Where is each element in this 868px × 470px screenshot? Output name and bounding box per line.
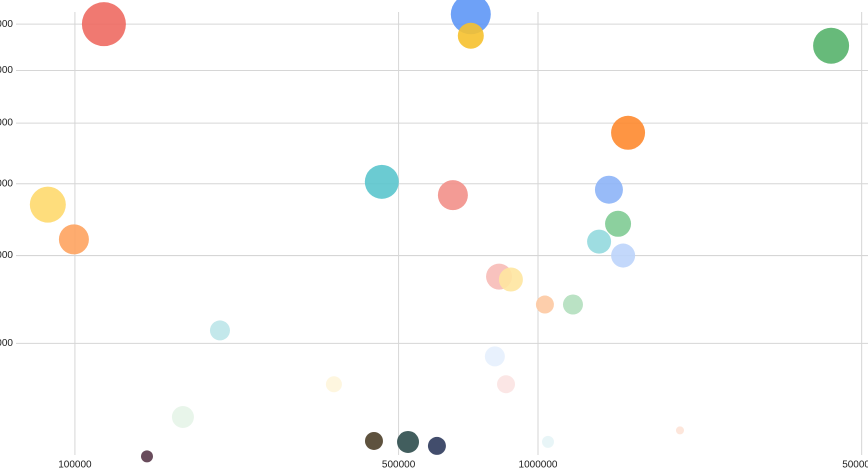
bubble (675, 426, 684, 435)
bubble (457, 22, 484, 49)
bubble (611, 243, 636, 268)
x-tick-label: 1000000 (519, 460, 558, 470)
bubble (29, 186, 66, 223)
bubble (541, 435, 554, 448)
bubble (397, 430, 420, 453)
bubble (364, 431, 383, 450)
bubble (498, 267, 523, 292)
bubble (364, 164, 399, 199)
x-tick-label: 100000 (58, 460, 92, 470)
bubble (427, 436, 446, 455)
y-tick-label: 70000 (0, 118, 13, 129)
bubble (450, 0, 491, 35)
bubble (171, 405, 194, 428)
bubble (437, 180, 468, 211)
y-tick-label: 40000 (0, 338, 13, 349)
bubble (58, 224, 89, 255)
bubble (535, 295, 554, 314)
bubble (140, 450, 153, 463)
bubble (813, 27, 850, 64)
bubble (484, 346, 505, 367)
bubble (587, 229, 612, 254)
y-tick-label: 50000 (0, 250, 13, 261)
bubble (497, 375, 516, 394)
bubble (605, 210, 632, 237)
y-tick-label: 60000 (0, 178, 13, 189)
bubble (611, 115, 646, 150)
x-tick-label: 500000 (382, 460, 416, 470)
y-tick-label: 90000 (0, 19, 13, 30)
bubble (594, 175, 623, 204)
y-tick-label: 80000 (0, 65, 13, 76)
bubble (209, 320, 230, 341)
bubble (562, 294, 583, 315)
bubble (325, 376, 342, 393)
bubble (81, 2, 126, 47)
